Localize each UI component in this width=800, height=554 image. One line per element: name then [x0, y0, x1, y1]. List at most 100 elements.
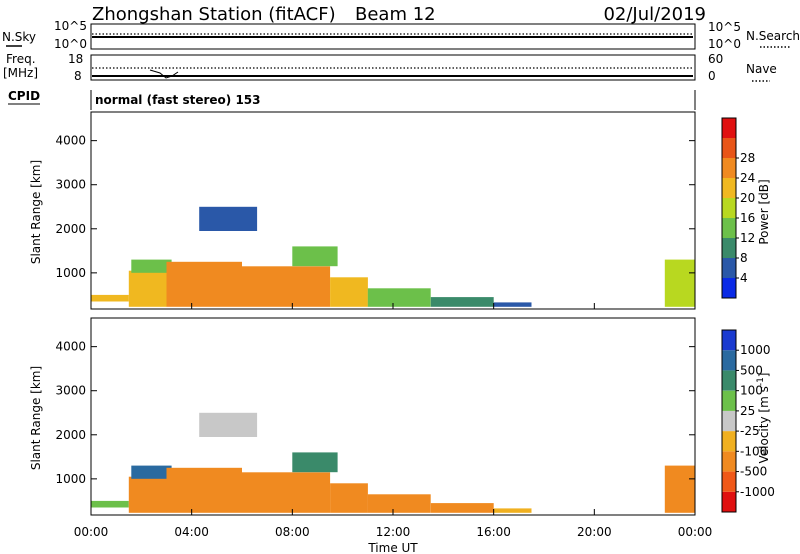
power-colorbar-label: 20 [740, 191, 755, 205]
velocity-cell-11 [664, 465, 695, 513]
station-title: Zhongshan Station (fitACF) [92, 4, 336, 25]
time-axis: 00:00 04:00 08:00 12:00 16:00 20:00 00:00 [74, 303, 713, 539]
power-cell-10 [199, 206, 258, 231]
velocity-cell-5 [292, 452, 338, 473]
velocity-ytick-label: 4000 [55, 340, 86, 354]
xtick-label: 20:00 [577, 525, 612, 539]
power-colorbar-label: 4 [740, 271, 748, 285]
velocity-cell-4 [242, 472, 331, 513]
nsky-label: N.Sky [2, 30, 36, 44]
freq-panel-frame [90, 54, 696, 81]
velocity-cell-10 [199, 412, 258, 437]
power-colorbar-label: 16 [740, 211, 755, 225]
noise-right-tick-bottom: 10^0 [708, 37, 741, 51]
power-cell-4 [242, 266, 331, 307]
power-colorbar-segment [722, 138, 736, 158]
power-ytick-label: 4000 [55, 134, 86, 148]
power-colorbar-segment [722, 118, 736, 138]
power-cell-3 [166, 261, 242, 307]
velocity-ylabel: Slant Range [km] [29, 366, 43, 470]
velocity-cell-6 [330, 483, 368, 513]
velocity-colorbar-label: -1000 [740, 485, 775, 499]
freq-dip-series [149, 69, 179, 79]
power-ytick-label: 2000 [55, 222, 86, 236]
power-colorbar-label: 24 [740, 171, 755, 185]
velocity-colorbar: 1000 500 100 25 -25 -100 -500 -1000 [721, 329, 775, 513]
velocity-colorbar-frame [721, 329, 737, 513]
xtick-label: 04:00 [174, 525, 209, 539]
power-colorbar: 4 8 12 16 20 24 28 [721, 117, 755, 299]
power-colorbar-segment [722, 258, 736, 278]
nave-label: Nave [746, 62, 777, 76]
velocity-colorbar-segment [722, 471, 736, 492]
nave-tick-top: 60 [708, 52, 723, 66]
noise-left-tick-bottom: 10^0 [54, 37, 87, 51]
power-ytick-label: 3000 [55, 178, 86, 192]
velocity-colorbar-label: 100 [740, 384, 763, 398]
velocity-colorbar-label: -500 [740, 465, 767, 479]
cpid-value: normal (fast stereo) 153 [95, 93, 261, 107]
noise-panel-frame [90, 23, 696, 50]
power-axis: 1000 2000 3000 4000 [55, 134, 695, 280]
date-label: 02/Jul/2019 [603, 4, 706, 25]
velocity-colorbar-label: 500 [740, 363, 763, 377]
xtick-label: 00:00 [678, 525, 713, 539]
velocity-colorbar-label: -25 [740, 424, 760, 438]
velocity-ytick-label: 1000 [55, 472, 86, 486]
velocity-cell-1 [128, 476, 167, 513]
power-colorbar-label: Power [dB] [757, 179, 771, 244]
velocity-colorbar-segment [722, 350, 736, 371]
freq-label-line1: Freq. [6, 52, 36, 66]
velocity-cell-9 [493, 508, 532, 513]
velocity-axis: 1000 2000 3000 4000 [55, 340, 695, 486]
power-colorbar-frame [721, 117, 737, 299]
xtick-label: 12:00 [376, 525, 411, 539]
velocity-colorbar-segment [722, 330, 736, 351]
power-colorbar-label: 12 [740, 231, 755, 245]
velocity-colorbar-segment [722, 431, 736, 452]
velocity-colorbar-label: -100 [740, 444, 767, 458]
xtick-label: 08:00 [275, 525, 310, 539]
time-xlabel: Time UT [367, 541, 418, 554]
noise-right-tick-top: 10^5 [708, 20, 741, 34]
power-cell-5 [292, 246, 338, 267]
velocity-cell-8 [430, 503, 494, 513]
power-cell-11 [664, 259, 695, 307]
power-colorbar-segment [722, 238, 736, 258]
cpid-label: CPID [8, 89, 40, 103]
velocity-ytick-label: 2000 [55, 428, 86, 442]
velocity-colorbar-label: 1000 [740, 343, 771, 357]
power-ylabel: Slant Range [km] [29, 160, 43, 264]
velocity-colorbar-label: 25 [740, 404, 755, 418]
velocity-colorbar-segment [722, 370, 736, 391]
power-heatmap-cells [91, 206, 695, 307]
velocity-cell-2 [131, 465, 172, 479]
freq-tick-bottom: 8 [74, 69, 82, 83]
noise-left-tick-top: 10^5 [54, 19, 87, 33]
freq-label-line2: [MHz] [3, 66, 38, 80]
velocity-cell-7 [367, 494, 431, 513]
power-cell-9 [493, 302, 532, 307]
freq-tick-top: 18 [68, 52, 83, 66]
velocity-colorbar-label: Velocity [m s-1] [756, 373, 771, 464]
velocity-cell-0 [91, 500, 129, 508]
power-ytick-label: 1000 [55, 266, 86, 280]
power-colorbar-segment [722, 198, 736, 218]
power-colorbar-segment [722, 218, 736, 238]
power-colorbar-label: 8 [740, 251, 748, 265]
xtick-label: 00:00 [74, 525, 109, 539]
power-colorbar-label: 28 [740, 151, 755, 165]
velocity-colorbar-segment [722, 491, 736, 512]
power-cell-2 [131, 259, 172, 273]
velocity-heatmap-cells [91, 412, 695, 513]
velocity-colorbar-segment [722, 390, 736, 411]
power-cell-6 [330, 277, 368, 307]
velocity-ytick-label: 3000 [55, 384, 86, 398]
velocity-colorbar-segment [722, 410, 736, 432]
nsearch-label: N.Search [746, 29, 800, 43]
power-cell-7 [367, 288, 431, 307]
power-colorbar-segment [722, 158, 736, 178]
power-cell-8 [430, 297, 494, 307]
nave-tick-bottom: 0 [708, 69, 716, 83]
